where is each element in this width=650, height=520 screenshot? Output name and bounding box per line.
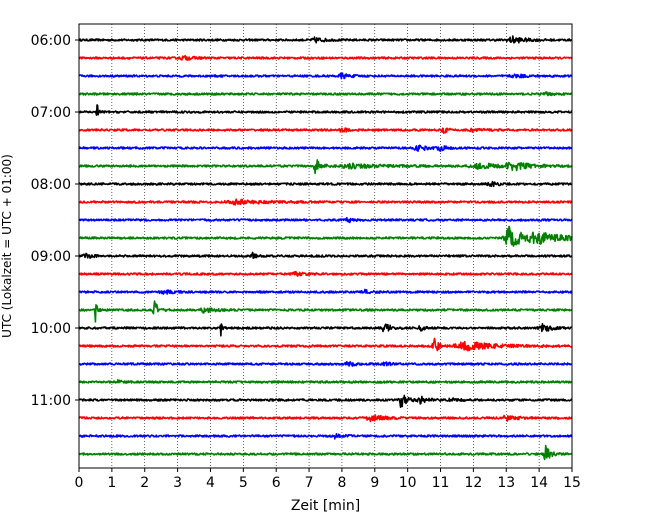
trace-09-00: [78, 251, 573, 259]
x-tick-label: 7: [305, 475, 314, 491]
x-tick-label: 3: [173, 475, 182, 491]
trace-11-00: [78, 394, 573, 409]
trace-07-15: [78, 127, 573, 135]
trace-08-30: [78, 216, 573, 224]
trace-11-30: [78, 433, 573, 440]
x-axis-label: Zeit [min]: [291, 498, 360, 514]
trace-06-15: [78, 54, 573, 61]
x-tick-label: 5: [239, 475, 248, 491]
trace-07-30: [78, 144, 573, 152]
x-tick-label: 13: [497, 475, 515, 491]
y-tick-label: 06:00: [31, 33, 71, 49]
trace-06-30: [78, 72, 573, 80]
trace-08-15: [78, 198, 573, 206]
trace-07-00: [78, 104, 573, 116]
trace-10-45: [78, 379, 573, 384]
trace-09-30: [78, 288, 573, 295]
x-tick-label: 15: [563, 475, 581, 491]
trace-06-45: [78, 91, 573, 97]
x-tick-label: 4: [206, 475, 215, 491]
x-tick-label: 0: [75, 475, 84, 491]
x-tick-label: 11: [432, 475, 450, 491]
y-tick-label: 07:00: [31, 105, 71, 121]
x-tick-label: 12: [464, 475, 482, 491]
plot-frame: [78, 23, 573, 469]
x-tick-label: 6: [272, 475, 281, 491]
trace-series: [78, 35, 573, 461]
x-tick-label: 10: [399, 475, 417, 491]
x-axis-ticks: 0 1 2 3 4 5 6 7 8 9 10 11 12 13 14 15: [75, 468, 581, 491]
grid-lines: [111, 24, 540, 468]
y-axis-ticks: 06:00 07:00 08:00 09:00 10:00 11:00: [31, 33, 79, 409]
trace-08-45: [78, 225, 573, 247]
y-axis-label: UTC (Lokalzeit = UTC + 01:00): [0, 154, 14, 338]
trace-10-15: [78, 337, 573, 352]
trace-09-15: [78, 270, 573, 277]
y-tick-label: 10:00: [31, 321, 71, 337]
x-tick-label: 9: [370, 475, 379, 491]
x-tick-label: 2: [140, 475, 149, 491]
y-tick-label: 11:00: [31, 393, 71, 409]
x-tick-label: 8: [337, 475, 346, 491]
x-tick-label: 1: [107, 475, 116, 491]
trace-10-30: [78, 360, 573, 367]
trace-07-45: [78, 159, 573, 175]
trace-11-45: [78, 444, 573, 461]
y-tick-label: 08:00: [31, 177, 71, 193]
y-tick-label: 09:00: [31, 249, 71, 265]
trace-11-15: [78, 414, 573, 423]
trace-09-45: [78, 300, 573, 323]
trace-08-00: [78, 180, 573, 188]
x-tick-label: 14: [530, 475, 548, 491]
trace-10-00: [78, 323, 573, 337]
trace-06-00: [78, 35, 573, 44]
